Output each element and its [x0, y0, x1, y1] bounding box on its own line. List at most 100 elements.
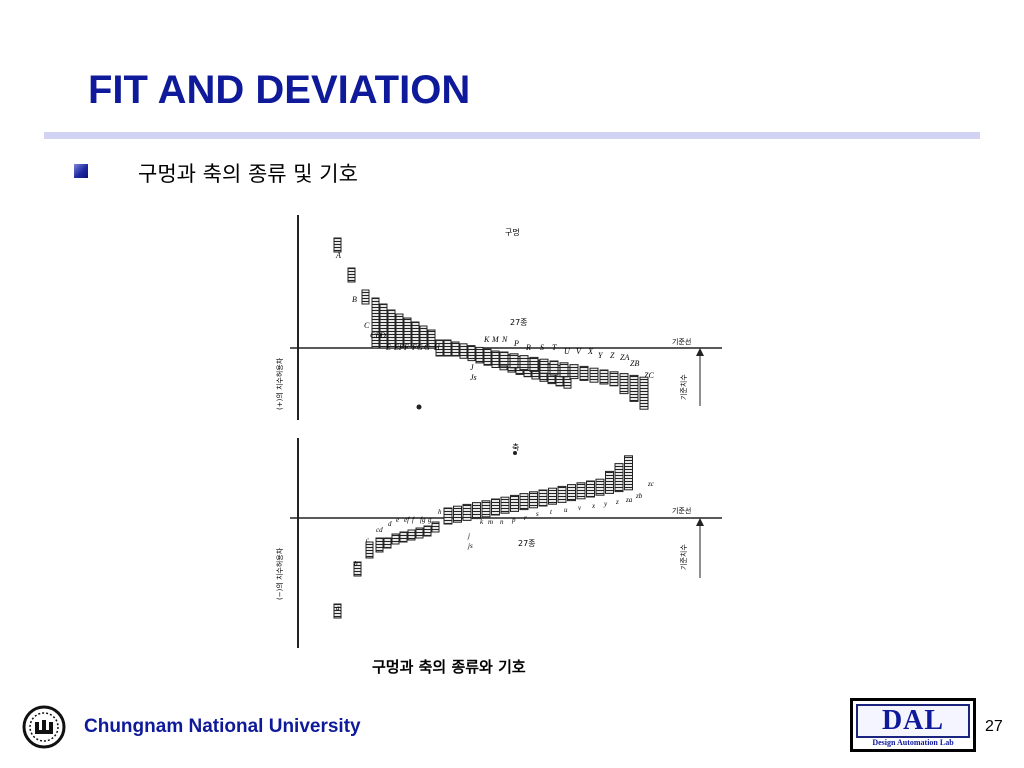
hole-deviation-bar	[411, 321, 420, 349]
hole-deviation-bar	[443, 339, 452, 357]
shaft-letter-zc: zc	[647, 480, 655, 488]
hole-letter-m: M	[491, 335, 500, 344]
shaft-letter-d: d	[388, 520, 392, 528]
hole-letter-u: U	[564, 347, 571, 356]
hole-deviation-bar	[509, 353, 519, 369]
hole-deviation-bar	[435, 339, 444, 357]
hole-letter-js: Js	[470, 373, 477, 382]
university-name: Chungnam National University	[84, 716, 361, 737]
hole-deviation-bar	[491, 350, 500, 368]
hole-letter-fg: FG	[411, 343, 423, 352]
figure-dot	[513, 451, 517, 455]
hole-deviation-bar	[379, 303, 388, 349]
hole-deviation-bar	[387, 309, 396, 349]
left-axis-plus-label: (+)의 치수허용차	[275, 357, 284, 410]
hole-letter-c: C	[364, 321, 370, 330]
shaft-letter-f: f	[412, 516, 415, 524]
hole-letter-e: E	[385, 343, 391, 352]
bullet-square-icon	[74, 164, 88, 178]
hole-letter-ef: EF	[393, 343, 404, 352]
shaft-baseline-label: 기준선	[672, 506, 691, 515]
shaft-label: 축	[512, 443, 519, 452]
hole-letter-k: K	[483, 335, 490, 344]
hole-baseline-label: 기준선	[672, 337, 691, 346]
shaft-letter-x: x	[591, 502, 596, 510]
shaft-basic-size-label: 기준치수	[679, 544, 688, 570]
shaft-deviation-bar	[614, 463, 624, 493]
slide-title: FIT AND DEVIATION	[88, 68, 471, 112]
hole-deviation-bar	[403, 317, 412, 349]
shaft-deviation-bar	[491, 498, 500, 516]
hole-letter-f: F	[403, 343, 409, 352]
shaft-letter-h: h	[438, 508, 442, 516]
hole-deviation-bar	[333, 237, 342, 253]
shaft-deviation-bar	[605, 470, 614, 494]
shaft-letter-c: c	[366, 536, 370, 544]
dal-logo: DAL Design Automation Lab	[850, 698, 976, 752]
hole-deviation-bar	[459, 343, 468, 359]
hole-letter-h: H	[433, 343, 441, 352]
hole-deviation-bar	[361, 289, 370, 305]
shaft-deviation-bar	[519, 493, 529, 511]
shaft-letter-z: z	[615, 498, 619, 506]
dal-logo-subtitle: Design Automation Lab	[872, 738, 954, 747]
shaft-deviation-bar	[415, 527, 424, 539]
hole-letter-b: B	[352, 295, 357, 304]
hole-deviation-bar	[519, 355, 529, 371]
hole-deviation-bar	[395, 313, 404, 349]
shaft-letter-fg: fg	[420, 516, 426, 524]
hole-letter-r: R	[525, 343, 531, 352]
hole-letter-za: ZA	[620, 353, 629, 362]
shaft-letter-zb: zb	[635, 492, 643, 500]
shaft-deviation-bar	[472, 502, 481, 520]
hole-letter-zc: ZC	[644, 371, 654, 380]
hole-deviation-bar	[629, 374, 639, 402]
hole-deviation-bar	[483, 348, 492, 366]
hole-letter-z: Z	[610, 351, 615, 360]
shaft-deviation-bar	[510, 494, 519, 512]
shaft-letter-p: p	[511, 516, 516, 524]
hole-deviation-bar	[419, 325, 428, 349]
hole-deviation-bar	[347, 267, 356, 283]
shaft-count: 27종	[518, 539, 536, 548]
hole-deviation-bar	[609, 371, 619, 387]
shaft-deviation-bar	[529, 491, 538, 509]
shaft-deviation-bar	[500, 496, 510, 514]
shaft-letter-j: j	[467, 532, 470, 540]
shaft-deviation-bar	[567, 484, 576, 502]
hole-deviation-bar	[569, 364, 579, 380]
shaft-deviation-bar	[383, 537, 392, 549]
shaft-deviation-bar	[399, 531, 408, 543]
hole-letter-zb: ZB	[630, 359, 639, 368]
shaft-letter-cd: cd	[376, 526, 383, 534]
hole-label: 구멍	[505, 227, 520, 237]
hole-deviation-bar	[427, 329, 436, 349]
shaft-letter-b: b	[354, 560, 358, 568]
hole-deviation-bar	[599, 369, 609, 385]
shaft-deviation-bar	[595, 478, 605, 496]
hole-letter-cd: CD	[370, 331, 381, 340]
shaft-deviation-bar	[333, 603, 342, 619]
hole-letter-a: A	[335, 251, 341, 260]
shaft-deviation-bar	[481, 500, 491, 518]
hole-deviation-bar	[499, 351, 509, 367]
hole-deviation-bar	[371, 297, 380, 349]
shaft-letter-n: n	[500, 518, 504, 526]
dal-logo-text: DAL	[881, 705, 945, 736]
shaft-deviation-bar	[391, 533, 400, 545]
shaft-deviation-bar	[353, 561, 362, 577]
shaft-deviation-bar	[576, 482, 586, 500]
shaft-letter-s: s	[536, 510, 539, 518]
bullet-text: 구멍과 축의 종류 및 기호	[138, 162, 358, 186]
hole-basic-size-label: 기준치수	[679, 374, 688, 400]
hole-deviation-bar	[451, 341, 460, 357]
shaft-letter-k: k	[480, 518, 484, 526]
hole-deviation-bar	[475, 346, 484, 364]
hole-count: 27종	[510, 318, 528, 327]
hole-letter-n: N	[501, 335, 508, 344]
shaft-deviation-bar	[423, 525, 432, 537]
shaft-deviation-bar	[586, 480, 595, 498]
university-seal-icon	[22, 705, 66, 749]
shaft-deviation-bar	[431, 521, 440, 533]
